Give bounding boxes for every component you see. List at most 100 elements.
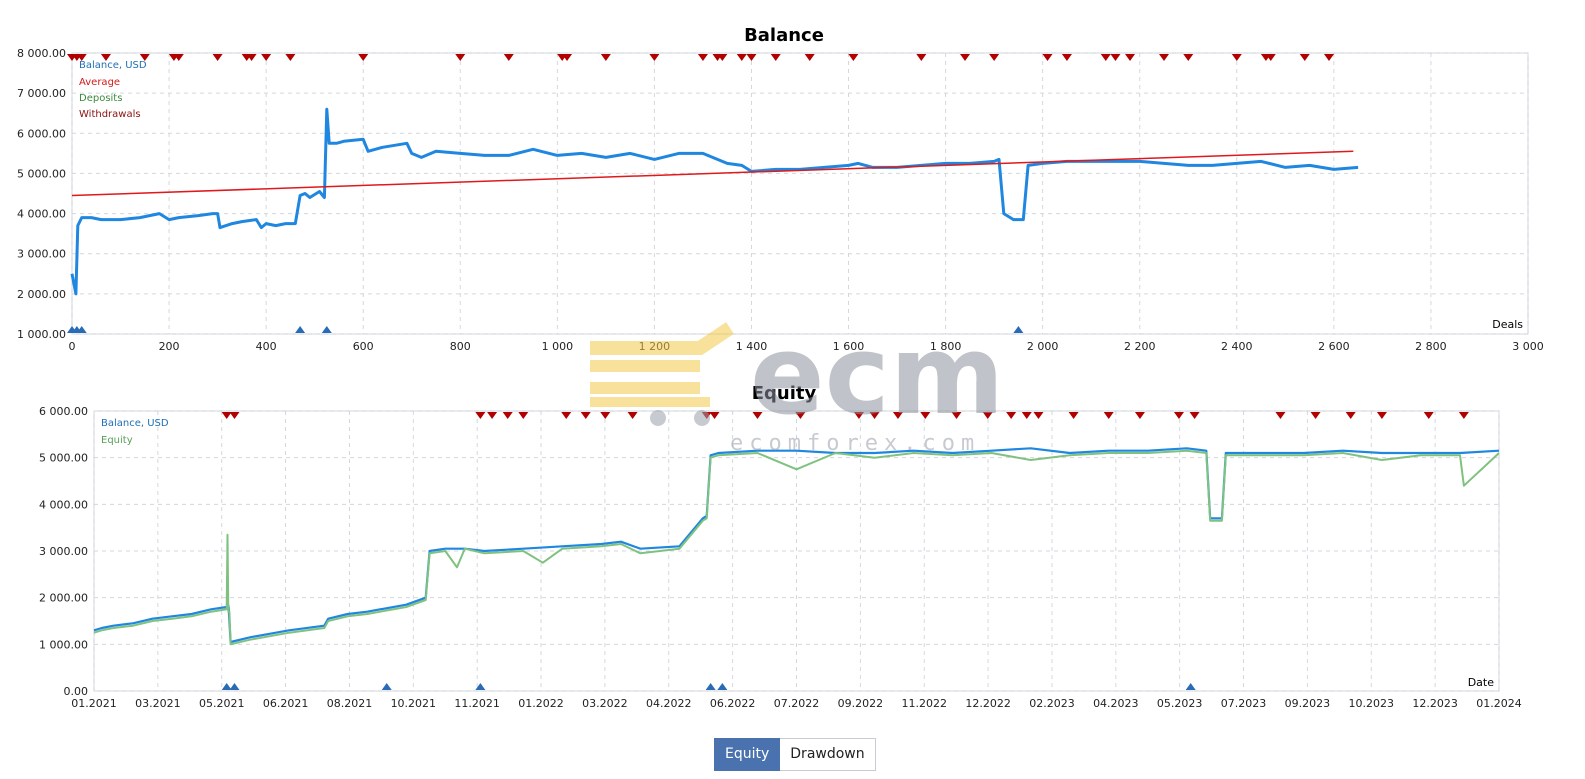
withdrawal-marker: [358, 54, 369, 61]
equity-y-axis: 0.00 1 000.00 2 000.00 3 000.00 4 000.00 5 00…: [39, 405, 88, 698]
withdrawal-marker: [982, 412, 993, 419]
balance-legend: Balance, USD Average Deposits Withdrawal…: [79, 60, 147, 120]
y-tick-label: 2 000.00: [39, 592, 88, 605]
x-tick-label: 2 400: [1221, 340, 1253, 353]
withdrawal-marker: [649, 54, 660, 61]
withdrawal-marker: [746, 54, 757, 61]
x-tick-label: 01.2024: [1476, 697, 1522, 710]
x-tick-label: 2 600: [1318, 340, 1350, 353]
withdrawal-marker: [1299, 54, 1310, 61]
withdrawal-marker: [246, 54, 257, 61]
withdrawal-marker: [487, 412, 498, 419]
legend-withdrawals: Withdrawals: [79, 109, 141, 120]
series-line-balance-usd: [70, 107, 1359, 296]
withdrawal-marker: [1042, 54, 1053, 61]
y-tick-label: 7 000.00: [17, 87, 66, 100]
withdrawal-marker: [503, 54, 514, 61]
withdrawal-marker: [770, 54, 781, 61]
tab-equity[interactable]: Equity: [714, 738, 781, 771]
legend-average: Average: [79, 77, 120, 88]
x-tick-label: 03.2021: [135, 697, 181, 710]
y-tick-label: 2 000.00: [17, 288, 66, 301]
withdrawal-marker: [848, 54, 859, 61]
y-tick-label: 1 000.00: [17, 328, 66, 341]
deposit-marker: [705, 683, 716, 690]
deposit-marker: [1013, 326, 1024, 333]
x-tick-label: 11.2022: [901, 697, 947, 710]
x-tick-label: 600: [353, 340, 374, 353]
y-tick-label: 8 000.00: [17, 47, 66, 60]
deposit-marker: [229, 683, 240, 690]
withdrawal-marker: [285, 54, 296, 61]
y-tick-label: 5 000.00: [17, 167, 66, 180]
withdrawal-marker: [1103, 412, 1114, 419]
deposit-marker: [295, 326, 306, 333]
y-tick-label: 6 000.00: [39, 405, 88, 418]
deposit-marker: [475, 683, 486, 690]
x-tick-label: 03.2022: [582, 697, 628, 710]
legend-equity: Equity: [101, 435, 133, 446]
x-tick-label: 04.2022: [646, 697, 692, 710]
withdrawal-marker: [804, 54, 815, 61]
withdrawal-marker: [920, 412, 931, 419]
equity-markers: [221, 412, 1469, 690]
withdrawal-marker: [1125, 54, 1136, 61]
withdrawal-marker: [1275, 412, 1286, 419]
x-tick-label: 08.2021: [327, 697, 373, 710]
x-tick-label: 1 200: [639, 340, 671, 353]
x-tick-label: 0: [69, 340, 76, 353]
withdrawal-marker: [1345, 412, 1356, 419]
withdrawal-marker: [1265, 54, 1276, 61]
withdrawal-marker: [76, 54, 87, 61]
y-tick-label: 4 000.00: [17, 208, 66, 221]
withdrawal-marker: [1189, 412, 1200, 419]
x-tick-label: 07.2023: [1221, 697, 1267, 710]
balance-x-label: Deals: [1492, 318, 1523, 331]
withdrawal-marker: [1376, 412, 1387, 419]
withdrawal-marker: [1231, 54, 1242, 61]
withdrawal-marker: [173, 54, 184, 61]
tab-drawdown[interactable]: Drawdown: [780, 738, 876, 771]
balance-title: Balance: [744, 25, 824, 46]
y-tick-label: 3 000.00: [17, 248, 66, 261]
x-tick-label: 1 400: [736, 340, 768, 353]
balance-y-axis: 1 000.00 2 000.00 3 000.00 4 000.00 5 000.00…: [17, 47, 66, 341]
x-tick-label: 3 000: [1512, 340, 1544, 353]
withdrawal-marker: [989, 54, 1000, 61]
series-line-average: [71, 150, 1354, 197]
deposit-marker: [381, 683, 392, 690]
withdrawal-marker: [580, 412, 591, 419]
withdrawal-marker: [600, 54, 611, 61]
withdrawal-marker: [1423, 412, 1434, 419]
x-tick-label: 07.2022: [774, 697, 820, 710]
x-tick-label: 2 200: [1124, 340, 1156, 353]
withdrawal-marker: [518, 412, 529, 419]
withdrawal-marker: [1159, 54, 1169, 61]
x-tick-label: 04.2023: [1093, 697, 1139, 710]
balance-markers: [67, 54, 1335, 333]
x-tick-label: 11.2021: [454, 697, 500, 710]
series-line-equity: [93, 449, 1500, 646]
x-tick-label: 01.2022: [518, 697, 564, 710]
withdrawal-marker: [960, 54, 971, 61]
x-tick-label: 12.2022: [965, 697, 1011, 710]
x-tick-label: 200: [159, 340, 180, 353]
legend-balance: Balance, USD: [101, 418, 169, 429]
withdrawal-marker: [100, 54, 111, 61]
equity-series: [93, 447, 1500, 646]
equity-x-axis: 01.2021 03.2021 05.2021 06.2021 08.2021 10.20…: [71, 697, 1522, 710]
balance-series: [70, 107, 1359, 296]
y-tick-label: 1 000.00: [39, 638, 88, 651]
withdrawal-marker: [709, 412, 720, 419]
withdrawal-marker: [892, 412, 903, 419]
equity-grid: [93, 410, 1500, 692]
withdrawal-marker: [455, 54, 466, 61]
withdrawal-marker: [853, 412, 864, 419]
x-tick-label: 1 000: [542, 340, 574, 353]
x-tick-label: 09.2023: [1285, 697, 1331, 710]
withdrawal-marker: [1310, 412, 1321, 419]
y-tick-label: 3 000.00: [39, 545, 88, 558]
x-tick-label: 09.2022: [838, 697, 884, 710]
y-tick-label: 5 000.00: [39, 452, 88, 465]
balance-x-axis: 0 200 400 600 800 1 000 1 200 1 400 1 600 1 800 2 …: [69, 340, 1544, 353]
